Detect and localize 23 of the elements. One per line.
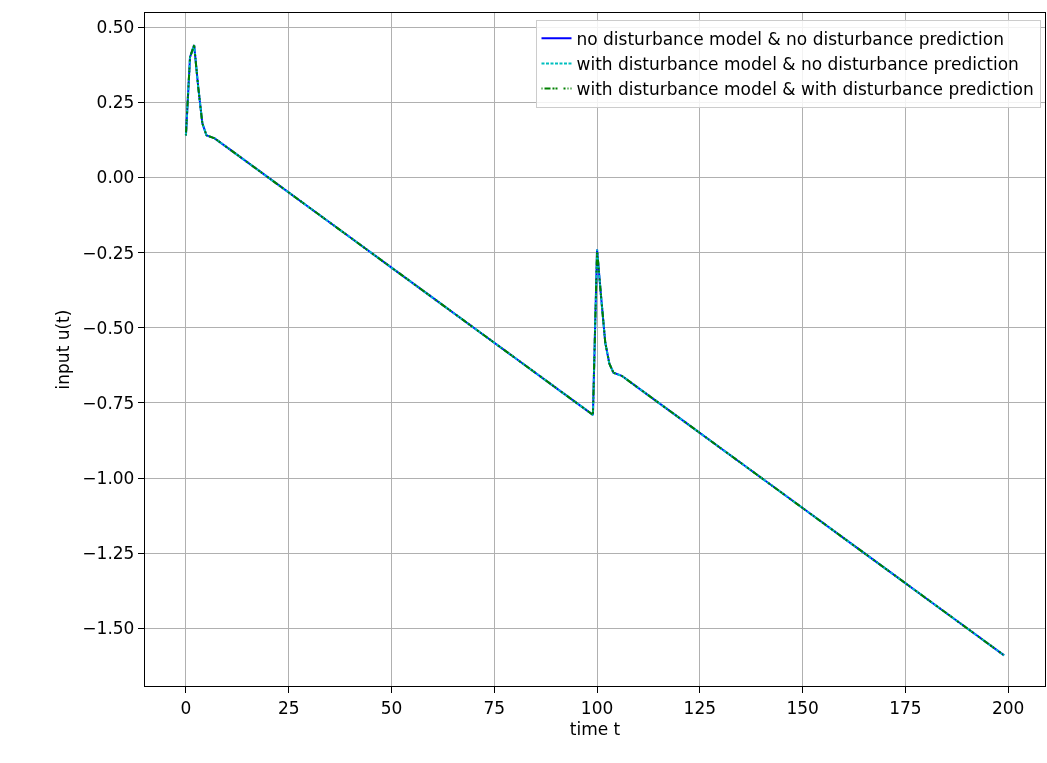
y-axis-title: input u(t) xyxy=(52,309,73,390)
legend-label: no disturbance model & no disturbance prediction xyxy=(576,28,1004,49)
legend-label: with disturbance model & no disturbance prediction xyxy=(576,54,1019,75)
x-tick-label: 50 xyxy=(380,697,403,718)
y-tick-label: 0.25 xyxy=(96,92,135,113)
y-tick-label: −1.50 xyxy=(82,618,135,639)
x-tick-label: 25 xyxy=(277,697,300,718)
legend-label: with disturbance model & with disturbance prediction xyxy=(576,79,1034,100)
y-tick-label: −1.00 xyxy=(82,467,135,488)
x-tick-label: 0 xyxy=(180,697,192,718)
x-tick-label: 200 xyxy=(991,697,1025,718)
y-tick-label: 0.50 xyxy=(96,17,135,38)
y-tick-label: −0.75 xyxy=(82,392,135,413)
x-tick-label: 150 xyxy=(786,697,819,718)
x-tick-label: 75 xyxy=(483,697,506,718)
x-tick-label: 125 xyxy=(683,697,717,718)
x-tick-label: 175 xyxy=(889,697,922,718)
y-tick-label: −1.25 xyxy=(82,543,135,564)
y-tick-label: −0.25 xyxy=(82,242,135,263)
y-tick-label: 0.00 xyxy=(96,167,135,188)
y-tick-label: −0.50 xyxy=(82,317,135,338)
x-axis-title: time t xyxy=(569,718,621,739)
x-tick-label: 100 xyxy=(580,697,614,718)
